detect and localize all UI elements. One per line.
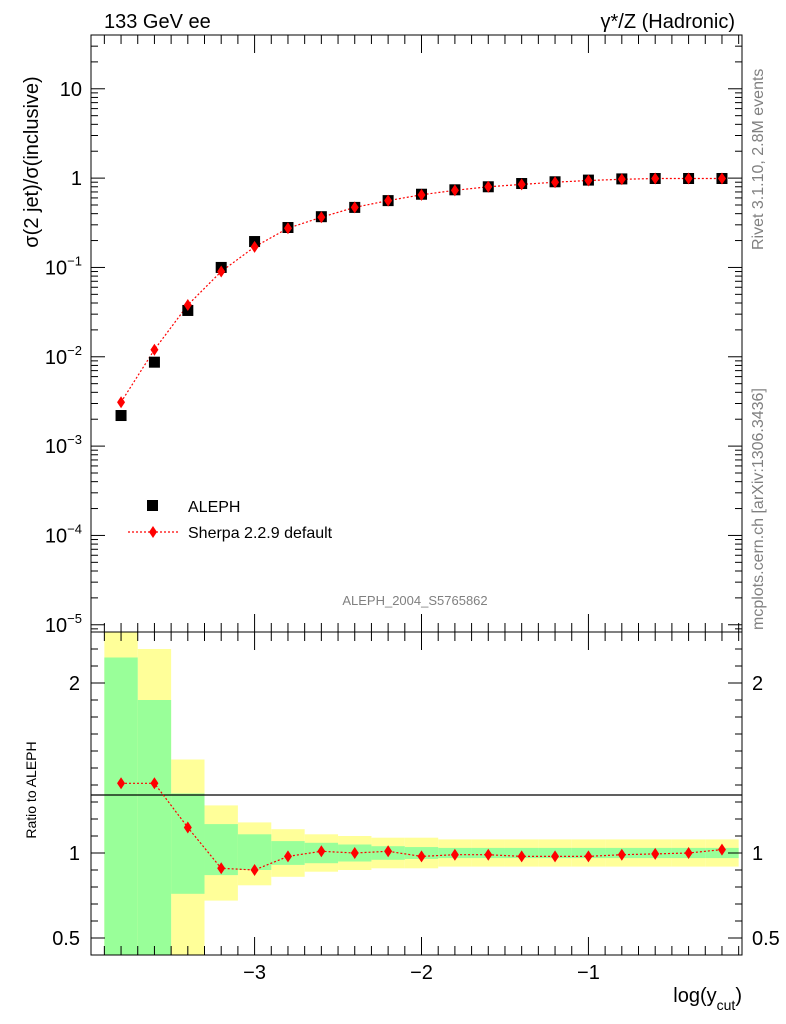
mc-point <box>150 343 159 356</box>
ratio-point <box>183 821 192 834</box>
ratio-point <box>551 850 560 863</box>
legend-data-label: ALEPH <box>188 499 240 516</box>
ratio-point <box>484 848 493 861</box>
ratio-point <box>717 843 726 856</box>
legend: ALEPH Sherpa 2.2.9 default <box>128 499 333 542</box>
ratio-point <box>651 847 660 860</box>
ratio-y-axis-label: Ratio to ALEPH <box>23 741 39 838</box>
data-point <box>115 410 127 422</box>
mc-point <box>684 172 693 185</box>
ratio-point <box>417 850 426 863</box>
ratio-xtick-label: −3 <box>243 962 266 984</box>
ratio-point <box>250 864 259 876</box>
x-axis-label: log(ycut) <box>673 985 742 1013</box>
ratio-point <box>150 777 159 790</box>
mcplots-source-label: mcplots.cern.ch [arXiv:1306.3436] <box>750 388 767 630</box>
mc-series-line <box>120 177 722 403</box>
main-ytick-label: 10−5 <box>45 611 82 637</box>
mc-point <box>651 172 660 185</box>
main-ytick-label: 10−3 <box>45 432 82 458</box>
legend-mc-marker <box>149 526 157 538</box>
band-inner-bin <box>137 700 172 955</box>
main-ytick-label: 1 <box>71 168 82 190</box>
legend-mc-label: Sherpa 2.2.9 default <box>188 525 333 542</box>
mc-series-markers <box>117 172 726 409</box>
ratio-xtick-labels: −3 −2 −1 <box>243 962 600 984</box>
mc-point <box>717 172 726 185</box>
legend-data-marker <box>147 500 158 511</box>
mc-point <box>517 178 526 191</box>
mc-point <box>317 211 326 224</box>
band-inner-bin <box>171 793 205 894</box>
rivet-version-label: Rivet 3.1.10, 2.8M events <box>750 69 767 250</box>
header-left-label: 133 GeV ee <box>104 11 211 33</box>
mc-point <box>617 173 626 186</box>
ratio-point <box>584 850 593 863</box>
ratio-point <box>317 845 326 858</box>
mc-point <box>283 222 292 235</box>
mc-point <box>217 265 226 278</box>
mc-point <box>417 188 426 201</box>
data-series-markers <box>115 173 728 422</box>
header-right-label: γ*/Z (Hadronic) <box>601 11 735 33</box>
mc-point <box>183 298 192 311</box>
ratio-point <box>350 847 359 859</box>
main-plot-panel: 10−5 10−4 10−3 10−2 10−1 1 10 σ(2 jet)/σ(inclu… <box>21 34 743 637</box>
mc-point <box>484 180 493 193</box>
main-ytick-label: 10−2 <box>45 343 82 369</box>
analysis-id-label: ALEPH_2004_S5765862 <box>342 593 487 608</box>
mc-point <box>117 396 126 409</box>
ratio-point <box>384 845 393 858</box>
ratio-ytick-label-right: 0.5 <box>752 928 780 950</box>
ratio-ytick-label-right: 1 <box>752 843 763 865</box>
ratio-point <box>283 850 292 863</box>
mc-point <box>584 174 593 187</box>
ratio-plot-frame <box>90 631 743 956</box>
ratio-ytick-label-right: 2 <box>752 673 763 695</box>
ratio-series-markers <box>117 777 726 876</box>
main-plot-ticks <box>91 34 742 632</box>
mc-point <box>450 184 459 197</box>
mc-point <box>350 201 359 214</box>
ratio-ytick-labels: 0.5 0.5 1 1 2 2 <box>52 673 780 950</box>
ratio-ytick-label: 0.5 <box>52 928 80 950</box>
ratio-point <box>517 850 526 863</box>
ratio-xtick-label: −1 <box>577 962 600 984</box>
ratio-point <box>684 847 693 859</box>
ratio-point <box>617 848 626 861</box>
main-ytick-label: 10 <box>60 79 82 101</box>
ratio-plot-ticks <box>91 632 742 956</box>
ratio-point <box>450 848 459 861</box>
data-point <box>148 356 160 368</box>
main-ytick-label: 10−1 <box>45 253 82 279</box>
main-plot-ytick-labels: 10−5 10−4 10−3 10−2 10−1 1 10 <box>45 79 82 637</box>
mc-point <box>551 176 560 189</box>
ratio-plot-panel: 0.5 0.5 1 1 2 2 −3 −2 −1 Ratio to ALEPH log(ycu… <box>23 631 780 1013</box>
band-inner-bin <box>104 657 138 955</box>
main-y-axis-label: σ(2 jet)/σ(inclusive) <box>21 76 43 247</box>
ratio-xtick-label: −2 <box>410 962 433 984</box>
ratio-point <box>117 777 126 790</box>
ratio-ytick-label: 2 <box>69 673 80 695</box>
mc-point <box>384 194 393 207</box>
mc-point <box>250 240 259 253</box>
main-ytick-label: 10−4 <box>45 521 82 547</box>
ratio-ytick-label: 1 <box>69 843 80 865</box>
main-plot-frame <box>90 34 743 633</box>
ratio-point <box>217 862 226 875</box>
